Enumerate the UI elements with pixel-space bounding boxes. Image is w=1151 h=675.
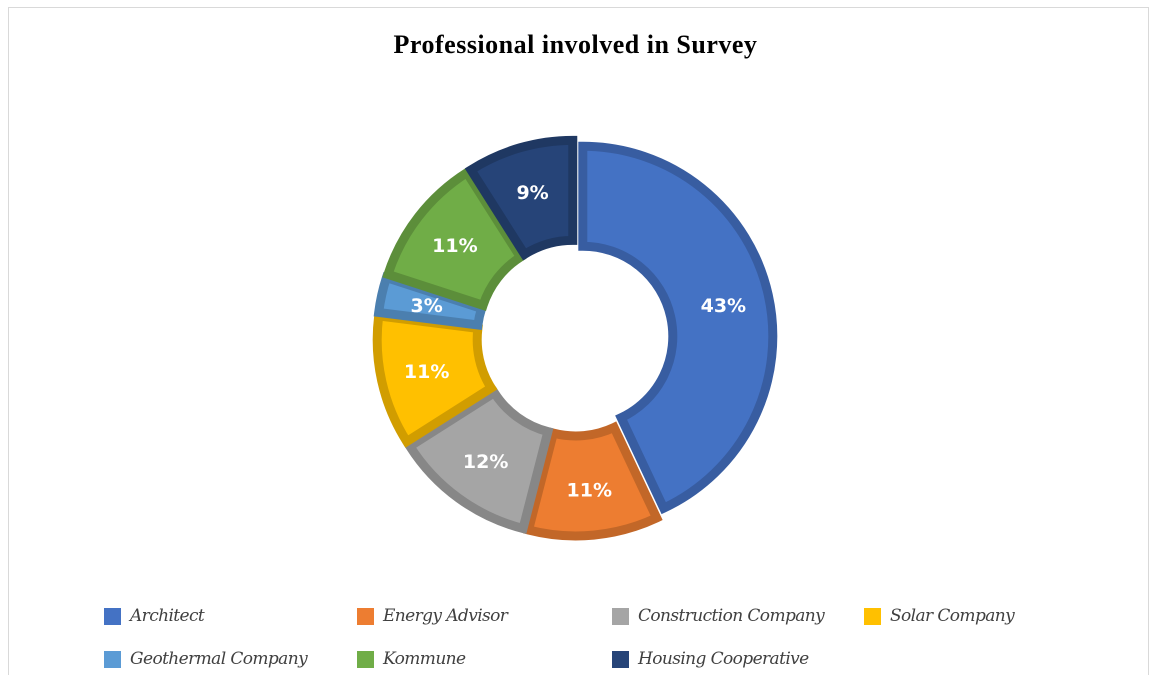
legend-item-solar-company: Solar Company <box>864 604 1015 628</box>
legend-label: Housing Cooperative <box>638 649 809 669</box>
donut-chart: 43% 11% 12% 11% 3% 11% 9% <box>372 135 778 541</box>
legend-label: Energy Advisor <box>383 606 508 626</box>
data-label-kommune: 11% <box>432 235 477 257</box>
legend-item-housing-cooperative: Housing Cooperative <box>612 647 809 671</box>
legend-swatch <box>104 607 121 625</box>
slice-construction-company <box>403 386 554 534</box>
chart-title: Professional involved in Survey <box>393 30 758 59</box>
slice-energy-advisor <box>523 421 663 541</box>
legend-swatch <box>612 650 629 668</box>
data-label-geothermal-company: 3% <box>411 295 443 317</box>
legend-item-kommune: Kommune <box>357 647 466 671</box>
slice-housing-cooperative <box>464 135 578 261</box>
legend-swatch <box>357 607 374 625</box>
legend-item-architect: Architect <box>104 604 205 628</box>
legend-label: Kommune <box>383 649 466 669</box>
chart-legend: Architect Energy Advisor Construction Comp… <box>0 600 1151 675</box>
legend-label: Geothermal Company <box>130 649 308 669</box>
legend-item-construction-company: Construction Company <box>612 604 825 628</box>
legend-item-energy-advisor: Energy Advisor <box>357 604 508 628</box>
legend-item-geothermal-company: Geothermal Company <box>104 647 308 671</box>
legend-swatch <box>104 650 121 668</box>
data-label-energy-advisor: 11% <box>567 479 612 501</box>
legend-swatch <box>864 607 881 625</box>
legend-label: Construction Company <box>638 606 825 626</box>
legend-label: Solar Company <box>890 606 1015 626</box>
data-label-housing-cooperative: 9% <box>516 182 548 204</box>
slice-kommune <box>382 166 527 311</box>
data-label-architect: 43% <box>701 295 746 317</box>
legend-label: Architect <box>130 606 205 626</box>
data-label-solar-company: 11% <box>404 361 449 383</box>
legend-swatch <box>357 650 374 668</box>
slice-architect <box>578 141 778 515</box>
data-label-construction-company: 12% <box>463 451 508 473</box>
legend-swatch <box>612 607 629 625</box>
chart-frame <box>8 7 1149 675</box>
